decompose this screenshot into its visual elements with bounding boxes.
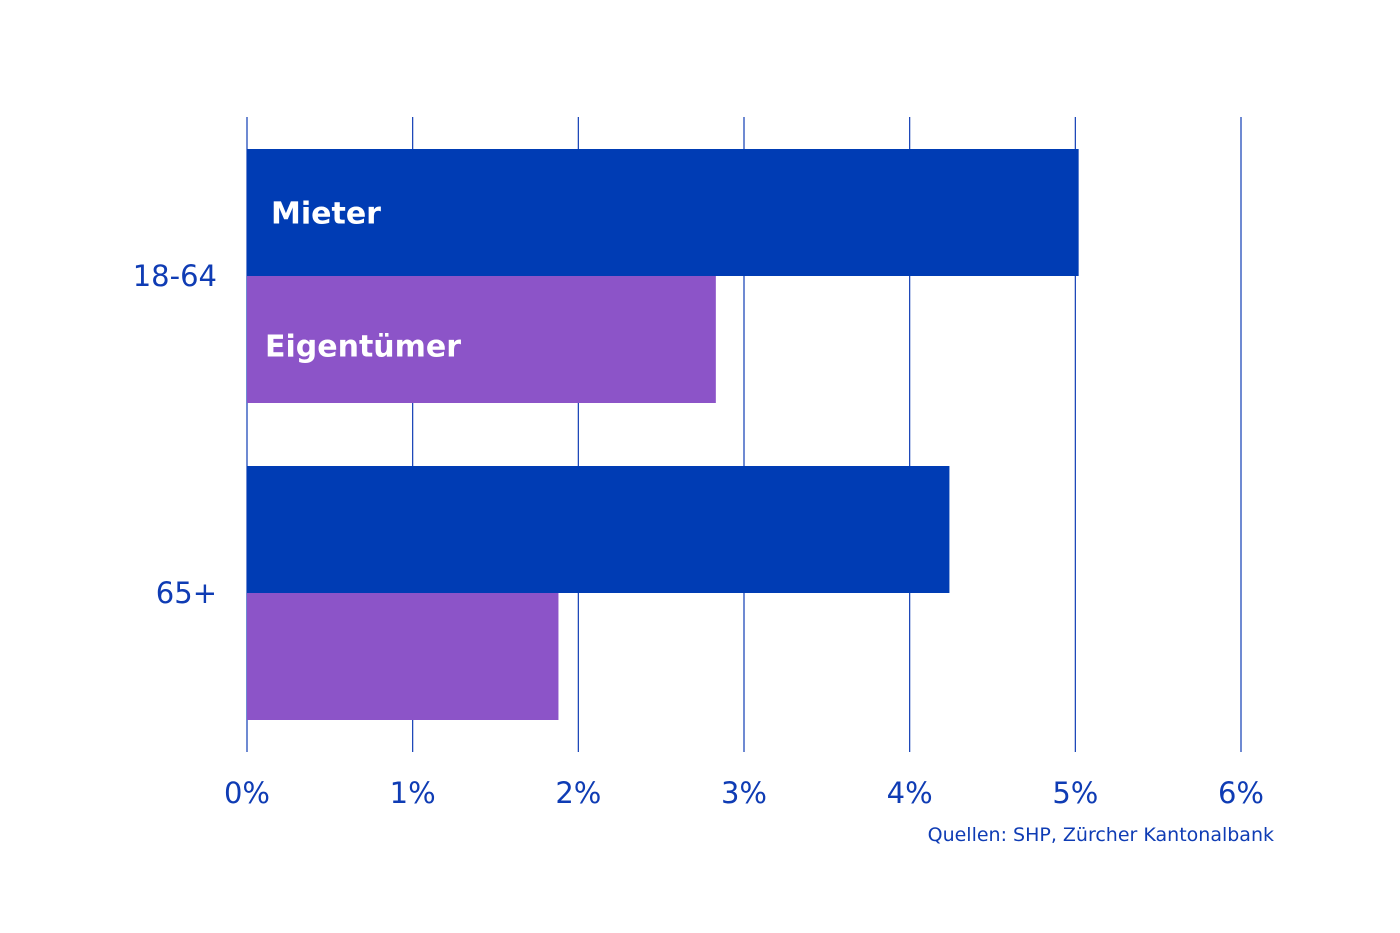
series-label: Eigentümer [265, 330, 461, 365]
x-tick-label: 0% [224, 776, 270, 810]
x-tick-label: 3% [721, 776, 767, 810]
y-category-label: 18-64 [133, 259, 217, 293]
x-tick-label: 1% [390, 776, 436, 810]
bar [247, 149, 1079, 276]
x-tick-label: 2% [555, 776, 601, 810]
y-category-label: 65+ [156, 576, 217, 610]
labels: 0% 1% 2% 3% 4% 5% 6% 18-64 65+ Mieter Eigentümer [133, 197, 1264, 811]
bars [247, 149, 1079, 720]
x-tick-label: 4% [887, 776, 933, 810]
bar [247, 593, 559, 720]
x-tick-label: 5% [1052, 776, 1098, 810]
x-tick-label: 6% [1218, 776, 1264, 810]
bar [247, 276, 716, 403]
bar [247, 466, 950, 593]
series-label: Mieter [271, 197, 381, 232]
source-note: Quellen: SHP, Zürcher Kantonalbank [928, 824, 1274, 846]
